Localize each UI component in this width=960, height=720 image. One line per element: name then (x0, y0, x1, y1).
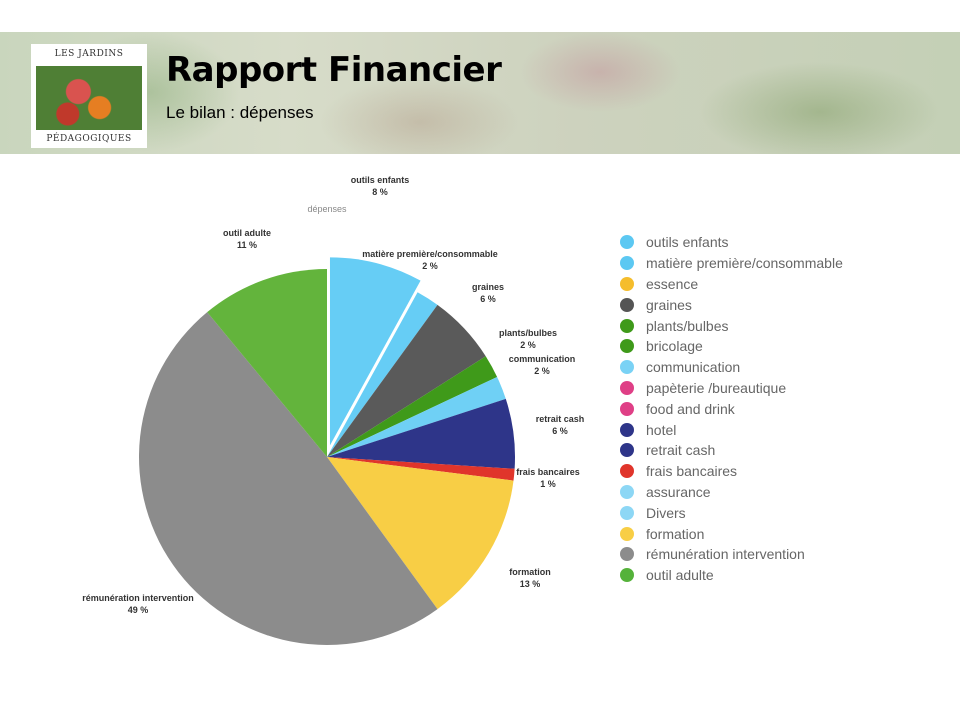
slice-value-label: 11 % (237, 240, 257, 250)
header-banner (0, 32, 960, 154)
legend-marker (620, 401, 634, 416)
slice-value-label: 6 % (552, 426, 568, 436)
slice-value-label: 2 % (422, 261, 438, 271)
legend-label: Divers (646, 504, 686, 521)
legend-marker (620, 339, 634, 354)
pie-slice-mati-re-premi-re-consommable (327, 292, 438, 457)
legend-label: matière première/consommable (646, 255, 843, 272)
legend-label: graines (646, 296, 692, 313)
legend-marker (620, 276, 634, 291)
slice-value-label: 8 % (372, 187, 388, 197)
slice-label: plants/bulbes (499, 328, 557, 338)
legend-item: outils enfants (620, 232, 843, 253)
legend-item: retrait cash (620, 440, 843, 461)
legend-label: communication (646, 359, 741, 376)
legend-label: rémunération intervention (646, 546, 805, 563)
legend-marker (620, 526, 634, 541)
legend-item: outil adulte (620, 565, 843, 586)
page-subtitle: Le bilan : dépenses (166, 103, 314, 122)
legend-label: formation (646, 525, 705, 542)
legend-label: frais bancaires (646, 463, 738, 480)
legend-marker (620, 464, 634, 479)
legend-label: hotel (646, 421, 677, 438)
legend-item: papèterie /bureautique (620, 378, 843, 399)
legend-marker (620, 297, 634, 312)
legend-marker (620, 484, 634, 499)
chart-title: dépenses (307, 204, 347, 214)
slice-label: graines (472, 282, 504, 292)
logo-top-text: LES JARDINS (54, 49, 124, 59)
legend-item: matière première/consommable (620, 253, 843, 274)
pie-slice-graines (327, 304, 486, 457)
page-title: Rapport Financier (166, 50, 502, 90)
legend-marker (620, 547, 634, 562)
slice-label: communication (509, 354, 576, 364)
legend-item: Divers (620, 502, 843, 523)
slice-label: frais bancaires (516, 467, 580, 477)
legend-item: assurance (620, 482, 843, 503)
legend-item: food and drink (620, 398, 843, 419)
legend-item: frais bancaires (620, 461, 843, 482)
slice-value-label: 13 % (520, 579, 541, 589)
legend-label: food and drink (646, 400, 735, 417)
logo: LES JARDINS PÉDAGOGIQUES (31, 44, 147, 148)
chart-legend: outils enfants matière première/consommab… (620, 232, 843, 586)
pie-slice-plants-bulbes (327, 356, 498, 457)
legend-marker (620, 505, 634, 520)
legend-item: hotel (620, 419, 843, 440)
slice-value-label: 2 % (534, 366, 550, 376)
legend-marker (620, 256, 634, 271)
legend-label: retrait cash (646, 442, 716, 459)
legend-label: papèterie /bureautique (646, 379, 787, 396)
pie-slice-communication (327, 376, 506, 457)
legend-marker (620, 422, 634, 437)
legend-label: outil adulte (646, 567, 714, 584)
pie-slice-frais-bancaires (327, 457, 515, 481)
logo-image (36, 66, 142, 130)
legend-marker (620, 318, 634, 333)
legend-label: assurance (646, 483, 711, 500)
slice-value-label: 6 % (480, 294, 496, 304)
slice-label: matière première/consommable (362, 249, 498, 259)
pie-slice-outils-enfants (329, 257, 421, 446)
slice-value-label: 49 % (128, 605, 149, 615)
legend-item: rémunération intervention (620, 544, 843, 565)
slice-label: formation (509, 567, 551, 577)
legend-marker (620, 360, 634, 375)
legend-label: essence (646, 275, 699, 292)
logo-bottom-text: PÉDAGOGIQUES (46, 134, 132, 144)
legend-label: bricolage (646, 338, 703, 355)
slice-label: retrait cash (536, 414, 585, 424)
slice-label: outil adulte (223, 228, 271, 238)
legend-item: essence (620, 274, 843, 295)
legend-marker (620, 380, 634, 395)
legend-marker (620, 568, 634, 583)
pie-slice-r-mun-ration-intervention (138, 312, 438, 646)
slice-label: outils enfants (351, 175, 410, 185)
legend-item: communication (620, 357, 843, 378)
legend-label: outils enfants (646, 234, 729, 251)
legend-marker (620, 443, 634, 458)
legend-item: plants/bulbes (620, 315, 843, 336)
legend-item: graines (620, 294, 843, 315)
legend-item: formation (620, 523, 843, 544)
legend-label: plants/bulbes (646, 317, 729, 334)
legend-marker (620, 235, 634, 250)
slice-value-label: 2 % (520, 340, 536, 350)
legend-item: bricolage (620, 336, 843, 357)
slice-label: rémunération intervention (82, 593, 194, 603)
pie-slice-outil-adulte (207, 269, 327, 457)
pie-slice-retrait-cash (327, 398, 515, 469)
pie-slice-formation (327, 457, 514, 610)
slice-value-label: 1 % (540, 479, 556, 489)
